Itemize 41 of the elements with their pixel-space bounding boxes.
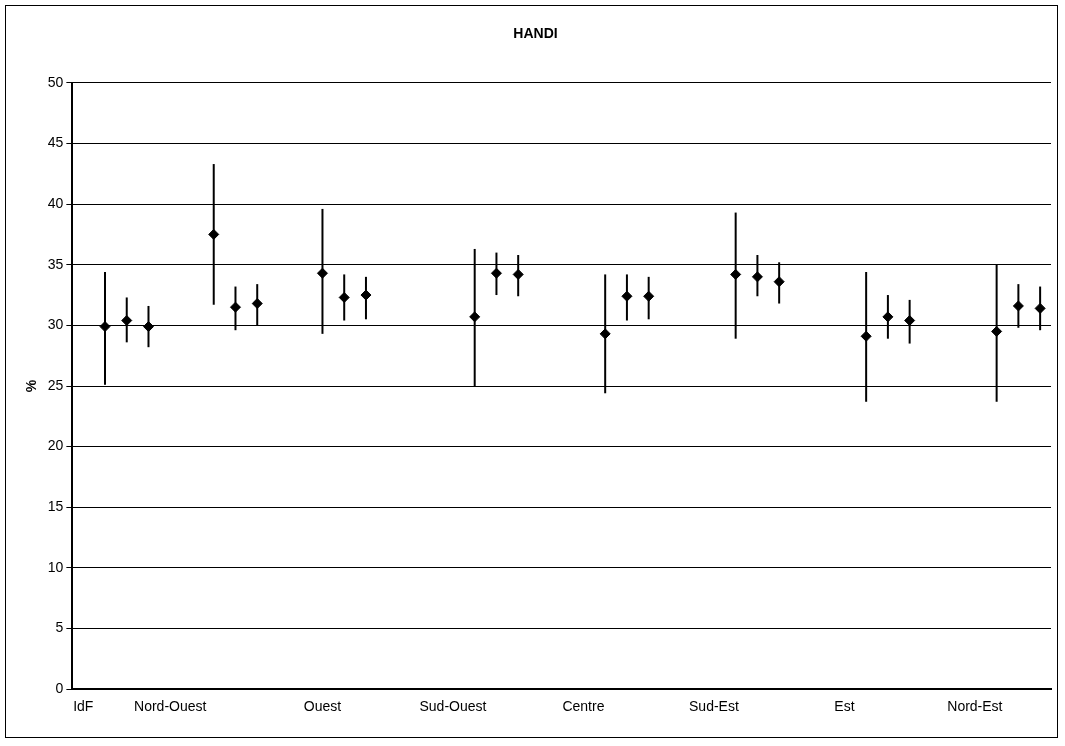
point bbox=[360, 289, 372, 301]
x-tick-label: Ouest bbox=[303, 698, 342, 715]
point bbox=[643, 290, 655, 302]
point bbox=[1034, 302, 1046, 314]
point bbox=[599, 328, 611, 340]
y-tick-label: 30 bbox=[47, 316, 64, 333]
y-tick-label: 0 bbox=[55, 680, 64, 697]
point bbox=[1012, 300, 1024, 312]
x-tick-label: Nord-Est bbox=[947, 698, 1003, 715]
point bbox=[991, 325, 1003, 337]
y-tick-label: 10 bbox=[47, 558, 64, 575]
x-tick-label: Sud-Est bbox=[689, 698, 739, 715]
y-axis-title: % bbox=[23, 379, 40, 393]
point bbox=[208, 228, 220, 240]
y-tick-label: 25 bbox=[47, 376, 64, 393]
point bbox=[316, 267, 328, 279]
y-tick-label: 20 bbox=[47, 437, 64, 454]
x-tick-label: Est bbox=[834, 698, 855, 715]
point bbox=[621, 290, 633, 302]
y-tick-label: 35 bbox=[47, 255, 64, 272]
x-tick-label: IdF bbox=[73, 698, 94, 715]
point bbox=[773, 276, 785, 288]
chart-title: HANDI bbox=[513, 25, 558, 42]
point bbox=[251, 298, 263, 310]
point bbox=[730, 268, 742, 280]
point bbox=[338, 291, 350, 303]
y-tick-label: 50 bbox=[47, 73, 64, 90]
y-tick-label: 45 bbox=[47, 134, 64, 151]
point bbox=[882, 311, 894, 323]
point bbox=[490, 267, 502, 279]
point bbox=[751, 271, 763, 283]
x-tick-label: Sud-Ouest bbox=[419, 698, 487, 715]
y-tick-label: 5 bbox=[55, 619, 64, 636]
x-tick-label: Nord-Ouest bbox=[134, 698, 207, 715]
x-tick-label: Centre bbox=[562, 698, 605, 715]
y-tick-label: 15 bbox=[47, 498, 64, 515]
point bbox=[860, 330, 872, 342]
point bbox=[229, 301, 241, 313]
point bbox=[469, 311, 481, 323]
y-tick-label: 40 bbox=[47, 194, 64, 211]
point bbox=[512, 268, 524, 280]
